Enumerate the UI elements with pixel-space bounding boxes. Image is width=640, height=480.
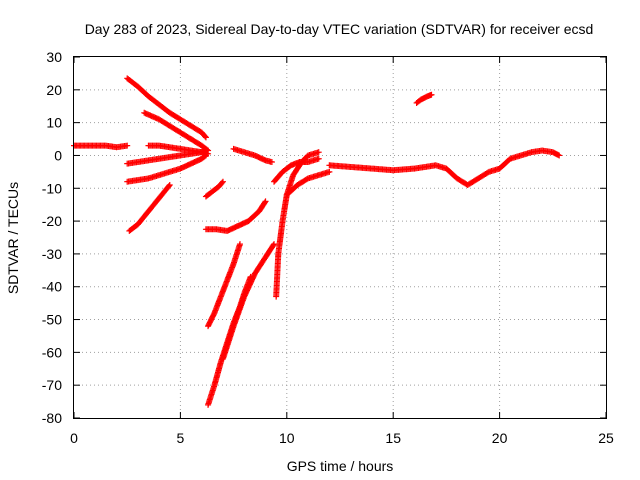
data-point [165, 183, 172, 190]
y-axis-label: SDTVAR / TECUs [5, 182, 21, 294]
data-point [262, 198, 269, 205]
x-tick-label: 20 [492, 430, 508, 446]
axis-ticks [73, 56, 607, 419]
x-tick-label: 15 [385, 430, 401, 446]
y-tick-label: -60 [42, 344, 62, 360]
x-tick-label: 5 [177, 430, 185, 446]
series-track-16 [283, 168, 333, 198]
data-point [124, 142, 131, 149]
data-point [556, 152, 563, 159]
data-point [202, 133, 209, 140]
series-track-10 [230, 145, 275, 166]
y-tick-label: 10 [46, 115, 62, 131]
data-point [315, 149, 322, 156]
series-track-9 [202, 198, 269, 234]
grid-lines [74, 57, 606, 418]
y-tick-labels: -80 -70 -60 -50 -40 -30 -20 -10 0 10 20 30 [42, 49, 62, 426]
y-tick-label: -50 [42, 312, 62, 328]
y-tick-label: -40 [42, 279, 62, 295]
x-tick-label: 0 [70, 430, 78, 446]
data-point [270, 242, 277, 249]
x-tick-labels: 0 5 10 15 20 25 [70, 430, 614, 446]
chart-title: Day 283 of 2023, Sidereal Day-to-day VTE… [85, 21, 594, 37]
data-point [202, 134, 209, 141]
series-track-1 [71, 142, 131, 151]
y-tick-label: 30 [46, 49, 62, 65]
series-track-7 [126, 181, 173, 234]
data-point [271, 241, 278, 248]
y-tick-label: -30 [42, 246, 62, 262]
x-tick-label: 25 [598, 430, 614, 446]
data-points [71, 75, 563, 408]
series-track-17 [326, 147, 563, 188]
data-point [261, 199, 268, 206]
series-track-8 [202, 178, 226, 200]
plot-frame [73, 56, 607, 419]
series-track-6 [124, 152, 209, 185]
data-point [326, 168, 333, 175]
y-tick-label: 20 [46, 82, 62, 98]
y-tick-label: -70 [42, 377, 62, 393]
series-track-11 [205, 241, 243, 330]
y-tick-label: -20 [42, 213, 62, 229]
data-point [166, 181, 173, 188]
y-tick-label: 0 [54, 147, 62, 163]
series-track-15 [271, 155, 322, 185]
data-point [202, 152, 209, 159]
data-point [268, 159, 275, 166]
data-point [428, 91, 435, 98]
data-point [219, 179, 226, 186]
x-tick-label: 10 [279, 430, 295, 446]
data-point [201, 153, 208, 160]
series-track-5 [124, 147, 209, 167]
series-track-2 [124, 75, 209, 141]
y-tick-label: -80 [42, 410, 62, 426]
data-point [315, 155, 322, 162]
data-point [219, 178, 226, 185]
series-track-13 [219, 241, 278, 362]
data-point [236, 241, 243, 248]
x-axis-label: GPS time / hours [287, 458, 394, 474]
y-tick-label: -10 [42, 180, 62, 196]
series-track-18 [413, 91, 435, 106]
